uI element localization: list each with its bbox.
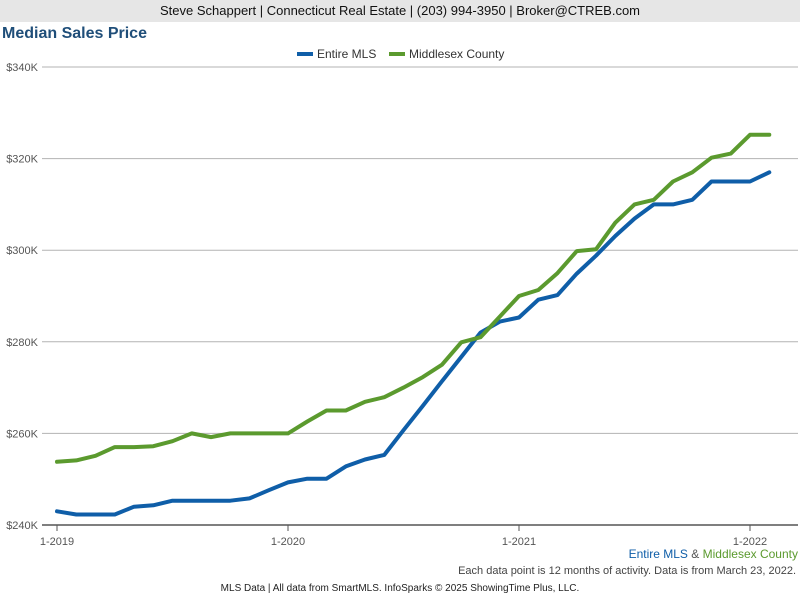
y-tick-label: $260K bbox=[6, 428, 38, 440]
series-note-middlesex: Middlesex County bbox=[702, 547, 798, 561]
series-layer bbox=[55, 132, 772, 517]
data-footnote: Each data point is 12 months of activity… bbox=[458, 565, 796, 577]
y-tick-label: $300K bbox=[6, 245, 38, 257]
chart-title: Median Sales Price bbox=[2, 25, 147, 42]
y-tick-label: $240K bbox=[6, 520, 38, 532]
legend-label: Middlesex County bbox=[409, 47, 504, 61]
legend-item-0[interactable]: Entire MLS bbox=[297, 47, 376, 61]
y-tick-label: $280K bbox=[6, 337, 38, 349]
legend-label: Entire MLS bbox=[317, 47, 376, 61]
series-note: Entire MLS & Middlesex County bbox=[629, 547, 798, 561]
y-tick-label: $340K bbox=[6, 62, 38, 74]
header-contact-text: Steve Schappert | Connecticut Real Estat… bbox=[160, 3, 640, 18]
y-tick-label: $320K bbox=[6, 154, 38, 166]
legend-item-1[interactable]: Middlesex County bbox=[389, 47, 504, 61]
x-tick-label: 1-2019 bbox=[40, 536, 74, 548]
x-tick-label: 1-2021 bbox=[502, 536, 536, 548]
grid-layer bbox=[42, 66, 798, 434]
x-tick-label: 1-2022 bbox=[733, 536, 767, 548]
series-note-entire-mls: Entire MLS bbox=[628, 547, 688, 561]
series-line-0 bbox=[55, 170, 772, 517]
series-line-1 bbox=[55, 132, 772, 464]
header-bar: Steve Schappert | Connecticut Real Estat… bbox=[0, 0, 800, 22]
legend[interactable]: Entire MLS Middlesex County bbox=[297, 47, 504, 61]
x-tick-label: 1-2020 bbox=[271, 536, 305, 548]
axis-layer: $240K $260K $280K $300K $320K $340K 1-2019 1-20… bbox=[6, 62, 798, 548]
series-note-ampersand: & bbox=[687, 547, 703, 561]
footer-credits: MLS Data | All data from SmartMLS. InfoS… bbox=[220, 583, 580, 594]
